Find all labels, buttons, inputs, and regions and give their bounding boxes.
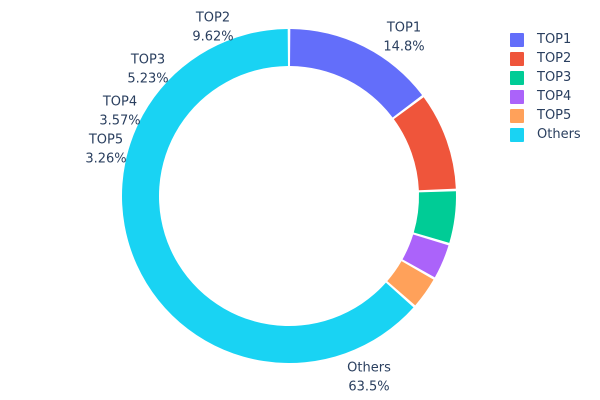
legend-item-others[interactable]: Others <box>510 125 594 144</box>
legend-swatch-icon <box>510 70 524 85</box>
slice-label-name-top1: TOP1 <box>386 21 421 36</box>
legend-item-top1[interactable]: TOP1 <box>510 30 594 49</box>
slice-label-percent-top1: 14.8% <box>383 40 424 55</box>
pie-labels-group: TOP1 14.8% TOP2 9.62% TOP3 5.23% TOP4 3.57% TOP5… <box>85 11 424 395</box>
pie-slice-top3[interactable] <box>413 191 457 243</box>
legend-item-label: TOP2 <box>537 51 572 66</box>
legend-swatch-icon <box>510 89 524 104</box>
legend-item-label: TOP3 <box>537 70 572 85</box>
slice-label-name-top5: TOP5 <box>88 133 123 148</box>
chart-legend: TOP1 TOP2 TOP3 TOP4 TOP5 Others <box>510 30 594 144</box>
legend-swatch-icon <box>510 51 524 66</box>
legend-swatch-icon <box>510 127 524 142</box>
legend-item-top2[interactable]: TOP2 <box>510 49 594 68</box>
slice-label-percent-top2: 9.62% <box>192 30 233 45</box>
slice-label-percent-others: 63.5% <box>348 380 389 395</box>
legend-item-top3[interactable]: TOP3 <box>510 68 594 87</box>
slice-label-name-top4: TOP4 <box>102 95 137 110</box>
legend-item-label: Others <box>537 127 581 142</box>
slice-label-name-others: Others <box>347 361 391 376</box>
slice-label-percent-top4: 3.57% <box>99 114 140 129</box>
pie-slice-others[interactable] <box>122 29 414 364</box>
pie-slices-group <box>122 29 457 364</box>
pie-slice-top4[interactable] <box>402 234 449 278</box>
slice-label-percent-top5: 3.26% <box>85 152 126 167</box>
legend-item-top5[interactable]: TOP5 <box>510 106 594 125</box>
slice-label-name-top2: TOP2 <box>195 11 230 26</box>
legend-item-top4[interactable]: TOP4 <box>510 87 594 106</box>
pie-slice-top5[interactable] <box>387 261 434 306</box>
legend-swatch-icon <box>510 32 524 47</box>
slice-label-percent-top3: 5.23% <box>127 72 168 87</box>
legend-item-label: TOP4 <box>537 89 572 104</box>
legend-item-label: TOP1 <box>537 32 572 47</box>
legend-item-label: TOP5 <box>537 108 572 123</box>
legend-swatch-icon <box>510 108 524 123</box>
pie-slice-top2[interactable] <box>393 97 456 191</box>
pie-slice-top1[interactable] <box>290 29 423 118</box>
slice-label-name-top3: TOP3 <box>130 53 165 68</box>
